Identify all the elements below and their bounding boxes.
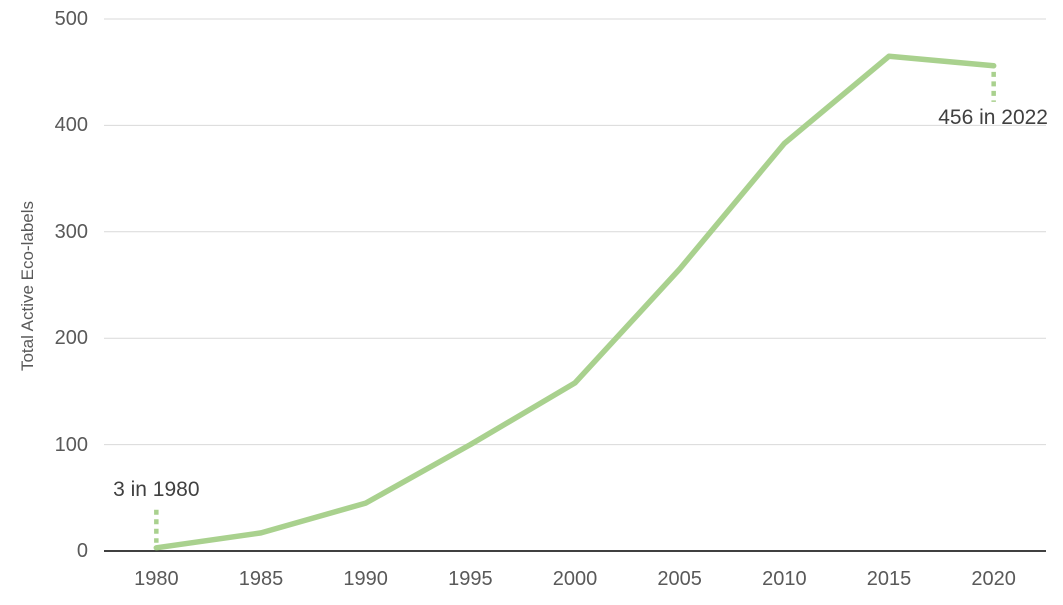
trend-line	[153, 53, 997, 551]
y-tick-label-400: 400	[54, 114, 88, 137]
y-tick-label-200: 200	[54, 327, 88, 350]
x-tick-label-1985: 1985	[238, 568, 284, 590]
y-tick-label-300: 300	[54, 220, 88, 243]
y-tick-label-500: 500	[54, 8, 88, 30]
x-tick-label-2015: 2015	[866, 568, 912, 590]
x-tick-label-2005: 2005	[657, 568, 702, 590]
x-tick-label-2000: 2000	[552, 568, 598, 590]
annotation-2022: 456 in 2022	[938, 105, 1048, 129]
y-tick-label-0: 0	[76, 540, 88, 562]
annotation-1980: 3 in 1980	[113, 477, 200, 501]
y-tick-label-100: 100	[54, 433, 88, 456]
x-tick-label-1990: 1990	[343, 568, 388, 590]
x-tick-label-1980: 1980	[134, 568, 179, 590]
x-tick-label-2010: 2010	[762, 568, 807, 590]
x-tick-label-1995: 1995	[448, 568, 493, 590]
x-tick-label-2020: 2020	[971, 568, 1016, 590]
